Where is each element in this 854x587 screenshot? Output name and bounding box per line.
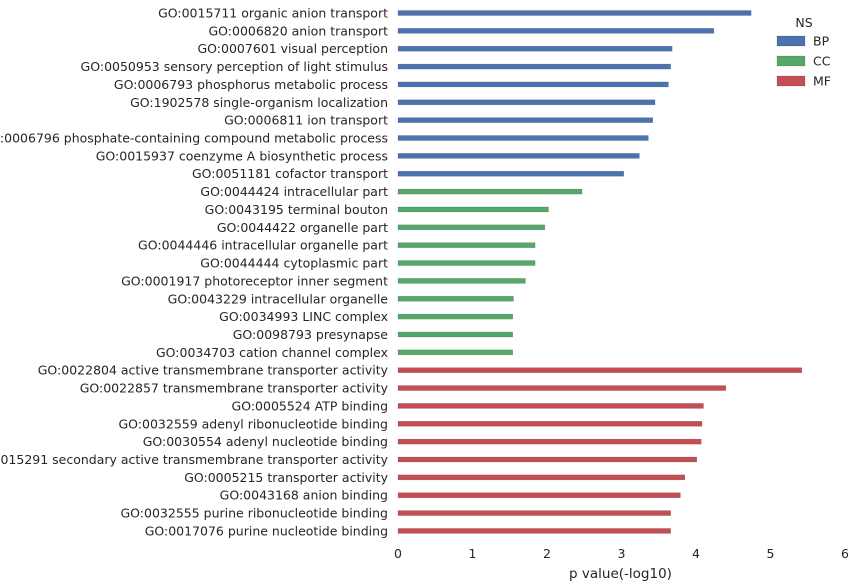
- x-axis-ticks: 0 1 2 3 4 5 6: [394, 546, 849, 561]
- category-label: GO:0098793 presynapse: [233, 327, 389, 342]
- bar-bp-7: [397, 117, 654, 123]
- bar-cc-4: [397, 242, 536, 248]
- category-label: GO:0043168 anion binding: [220, 488, 388, 503]
- legend-label-bp: BP: [813, 34, 830, 49]
- bar-mf-5: [397, 438, 702, 445]
- x-tick-label: 0: [394, 546, 402, 561]
- category-label: GO:0015291 secondary active transmembran…: [0, 452, 389, 467]
- category-label: GO:0006793 phosphorus metabolic process: [114, 77, 388, 92]
- bar-mf-3: [397, 403, 704, 409]
- category-label: GO:0006796 phosphate-containing compound…: [0, 131, 388, 146]
- x-tick-label: 1: [469, 546, 477, 561]
- category-label: GO:0034703 cation channel complex: [156, 345, 388, 360]
- bar-bp-8: [397, 135, 649, 141]
- category-label: GO:0015711 organic anion transport: [158, 6, 388, 21]
- category-label: GO:0043195 terminal bouton: [205, 202, 388, 217]
- x-tick-label: 4: [692, 546, 700, 561]
- category-label: GO:0051181 cofactor transport: [192, 166, 388, 181]
- bar-bp-5: [397, 81, 669, 88]
- bar-mf-7: [397, 474, 686, 481]
- x-tick-label: 2: [543, 546, 551, 561]
- bar-cc-6: [397, 278, 526, 284]
- bar-mf-6: [397, 456, 697, 463]
- x-axis-title: p value(-log10): [569, 566, 672, 582]
- bars-group: [397, 10, 803, 534]
- x-tick-label: 3: [618, 546, 626, 561]
- category-label: GO:0044424 intracellular part: [200, 184, 388, 199]
- category-label: GO:0044446 intracellular organelle part: [138, 238, 388, 253]
- category-label: GO:0030554 adenyl nucleotide binding: [143, 434, 388, 449]
- legend-entries: BP CC MF: [776, 34, 831, 89]
- legend-swatch-mf: [776, 75, 806, 87]
- category-label: GO:0022804 active transmembrane transpor…: [38, 363, 389, 378]
- category-label: GO:0015937 coenzyme A biosynthetic proce…: [96, 148, 388, 163]
- category-label: GO:0032555 purine ribonucleotide binding: [120, 506, 388, 521]
- category-label: GO:0043229 intracellular organelle: [168, 291, 389, 306]
- legend-title: NS: [795, 15, 812, 30]
- bar-cc-7: [397, 296, 514, 302]
- category-label: GO:0032559 adenyl ribonucleotide binding: [118, 416, 388, 431]
- category-label: GO:0005215 transporter activity: [184, 470, 388, 485]
- category-label: GO:0001917 photoreceptor inner segment: [121, 273, 388, 288]
- bar-cc-2: [397, 206, 549, 213]
- bar-bp-4: [397, 63, 671, 70]
- category-label: GO:0006811 ion transport: [224, 113, 388, 128]
- bar-bp-9: [397, 153, 640, 159]
- bar-bp-2: [397, 28, 715, 34]
- category-label: GO:0017076 purine nucleotide binding: [145, 523, 388, 538]
- category-label: GO:0050953 sensory perception of light s…: [81, 59, 388, 74]
- bar-mf-1: [397, 367, 803, 373]
- bar-bp-10: [397, 170, 624, 177]
- bar-mf-2: [397, 385, 727, 391]
- bar-bp-3: [397, 45, 673, 52]
- category-label: GO:0006820 anion transport: [208, 23, 388, 38]
- category-label: GO:1902578 single-organism localization: [130, 95, 388, 110]
- x-tick-label: 6: [841, 546, 849, 561]
- legend-swatch-bp: [776, 35, 806, 47]
- legend-label-cc: CC: [813, 54, 831, 69]
- category-labels: GO:0015711 organic anion transport GO:000…: [0, 6, 389, 539]
- category-label: GO:0005524 ATP binding: [232, 398, 388, 413]
- legend-swatch-cc: [776, 55, 806, 67]
- category-label: GO:0034993 LINC complex: [219, 309, 388, 324]
- legend-label-mf: MF: [813, 74, 831, 89]
- bar-mf-10: [397, 528, 671, 534]
- x-tick-label: 5: [767, 546, 775, 561]
- category-label: GO:0007601 visual perception: [197, 41, 388, 56]
- bar-mf-4: [397, 421, 703, 427]
- bar-cc-5: [397, 260, 536, 266]
- category-label: GO:0044444 cytoplasmic part: [200, 256, 388, 271]
- bar-cc-1: [397, 188, 583, 195]
- bar-cc-8: [397, 313, 513, 320]
- category-label: GO:0022857 transmembrane transporter act…: [80, 381, 389, 396]
- bar-cc-10: [397, 349, 513, 356]
- bar-bp-6: [397, 99, 656, 106]
- category-label: GO:0044422 organelle part: [217, 220, 388, 235]
- bar-cc-9: [397, 331, 513, 338]
- bar-cc-3: [397, 224, 546, 231]
- bar-bp-1: [397, 10, 752, 16]
- bar-mf-8: [397, 492, 681, 498]
- legend: NS BP CC MF: [776, 15, 831, 89]
- bar-mf-9: [397, 510, 671, 516]
